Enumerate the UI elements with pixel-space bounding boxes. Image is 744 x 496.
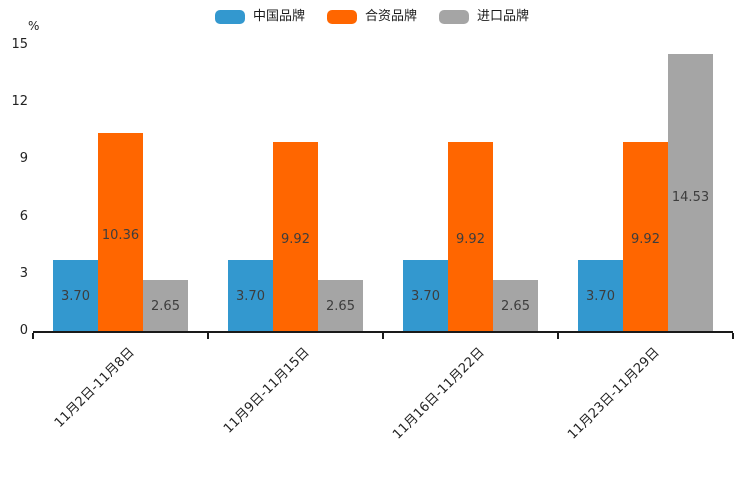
legend-swatch-icon xyxy=(214,10,245,24)
legend-label: 进口品牌 xyxy=(477,9,530,24)
x-axis-tick xyxy=(557,333,559,339)
y-axis-unit-label: % xyxy=(28,19,40,33)
y-tick-label: 15 xyxy=(11,37,28,52)
y-tick-label: 0 xyxy=(19,323,28,338)
legend-swatch-icon xyxy=(326,10,357,24)
x-tick-label: 11月2日-11月8日 xyxy=(51,345,138,431)
legend-swatch-icon xyxy=(439,10,469,24)
bar-进口品牌-2[interactable] xyxy=(493,280,538,331)
bar-value-label: 14.53 xyxy=(671,190,710,206)
x-axis-tick xyxy=(732,333,734,339)
legend-item-0[interactable]: 中国品牌 xyxy=(214,9,305,25)
y-tick-label: 3 xyxy=(19,265,28,281)
bar-中国品牌-0[interactable] xyxy=(53,260,98,331)
bar-value-label: 2.65 xyxy=(501,298,530,314)
legend-label: 中国品牌 xyxy=(252,9,305,24)
bar-合资品牌-3[interactable] xyxy=(623,141,668,331)
x-axis-line xyxy=(33,331,733,333)
bar-value-label: 9.92 xyxy=(456,232,485,248)
bar-中国品牌-1[interactable] xyxy=(228,260,273,331)
bar-value-label: 3.70 xyxy=(586,289,615,305)
bar-value-label: 2.65 xyxy=(151,298,180,314)
x-axis-tick xyxy=(207,333,209,339)
x-tick-label: 11月9日-11月15日 xyxy=(220,345,313,437)
y-tick-label: 9 xyxy=(19,151,28,167)
x-axis-tick xyxy=(382,333,384,339)
y-tick-label: 12 xyxy=(11,94,28,110)
bar-进口品牌-3[interactable] xyxy=(668,53,713,331)
bar-中国品牌-2[interactable] xyxy=(403,260,448,331)
bar-value-label: 9.92 xyxy=(631,232,660,248)
bar-进口品牌-1[interactable] xyxy=(318,280,363,331)
x-tick-label: 11月16日-11月22日 xyxy=(389,345,488,443)
bar-value-label: 10.36 xyxy=(101,228,140,244)
bar-合资品牌-0[interactable] xyxy=(98,133,143,331)
bar-value-label: 3.70 xyxy=(61,289,90,305)
chart-legend: 中国品牌 合资品牌 进口品牌 xyxy=(0,9,744,25)
legend-label: 合资品牌 xyxy=(364,9,417,24)
y-tick-label: 6 xyxy=(19,208,28,224)
bar-value-label: 9.92 xyxy=(281,232,310,248)
legend-item-1[interactable]: 合资品牌 xyxy=(326,9,417,25)
bar-中国品牌-3[interactable] xyxy=(578,260,623,331)
bar-合资品牌-1[interactable] xyxy=(273,141,318,331)
bar-进口品牌-0[interactable] xyxy=(143,280,188,331)
legend-item-2[interactable]: 进口品牌 xyxy=(439,9,529,25)
bar-value-label: 2.65 xyxy=(326,298,355,314)
x-tick-label: 11月23日-11月29日 xyxy=(564,345,663,443)
bar-合资品牌-2[interactable] xyxy=(448,141,493,331)
x-axis-tick xyxy=(32,333,34,339)
bar-value-label: 3.70 xyxy=(411,289,440,305)
bar-value-label: 3.70 xyxy=(236,289,265,305)
